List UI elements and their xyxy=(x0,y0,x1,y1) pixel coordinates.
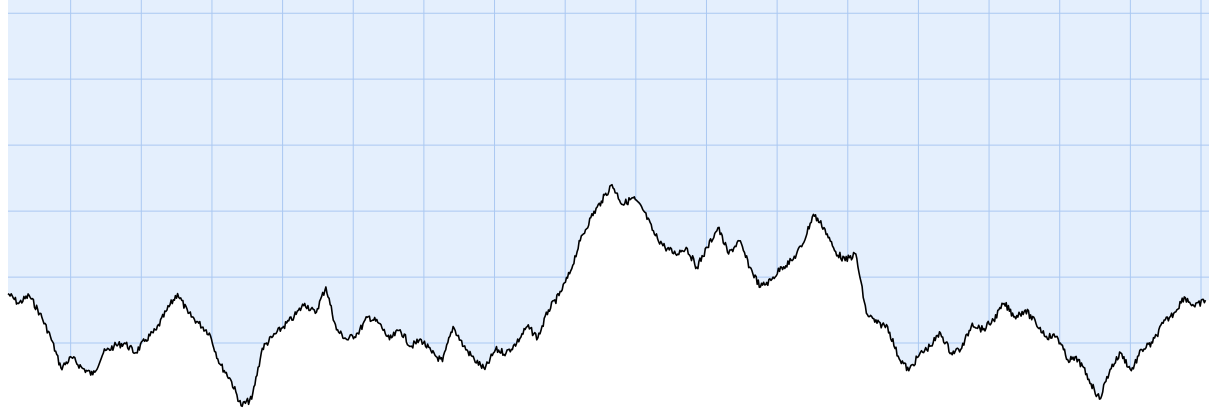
sky-fill xyxy=(8,0,1209,406)
line-series xyxy=(7,183,1207,408)
sky-fill-area xyxy=(8,0,1209,406)
series-line xyxy=(7,183,1207,408)
